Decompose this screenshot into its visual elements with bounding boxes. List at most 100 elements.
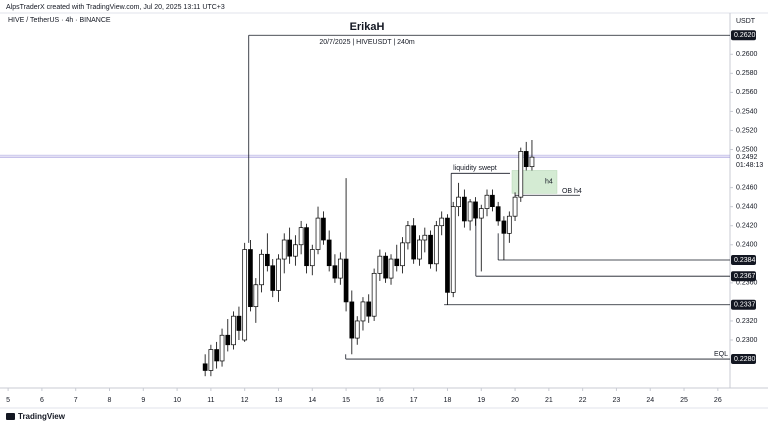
level-label-box <box>731 30 756 41</box>
logo: TradingView <box>6 412 66 421</box>
y-tick-label: 0.2300 <box>736 337 758 344</box>
y-tick-label: 0.2420 <box>736 223 758 230</box>
candle-body <box>371 272 377 317</box>
candle-body <box>253 284 259 308</box>
ob-box-label: h4 <box>545 179 553 186</box>
candle-body <box>354 320 360 339</box>
x-tick-label: 9 <box>141 397 145 404</box>
candle-body <box>343 258 349 303</box>
candle-body <box>304 227 309 267</box>
chart-subtitle: 20/7/2025 | HIVEUSDT | 240m <box>319 39 415 46</box>
candle-body <box>337 258 343 279</box>
x-tick-label: 16 <box>376 397 384 404</box>
creator: AlpsTraderX created with TradingView.com… <box>6 4 225 11</box>
y-tick-label: 0.2360 <box>736 280 758 287</box>
candle-body <box>456 196 461 208</box>
x-tick-label: 20 <box>511 397 519 404</box>
y-tick-label: 0.2600 <box>736 51 758 58</box>
candle-body <box>326 239 332 267</box>
logo-icon <box>6 413 15 420</box>
x-tick-label: 18 <box>444 397 452 404</box>
candle-body <box>225 334 231 346</box>
candle-body <box>523 151 529 168</box>
candle-body <box>349 301 355 339</box>
candle-body <box>473 201 478 219</box>
candle-body <box>219 334 225 362</box>
y-tick-label: 0.2560 <box>736 89 758 96</box>
level-label: 0.2337 <box>734 302 756 309</box>
x-tick-label: 11 <box>207 397 214 404</box>
x-tick-label: 5 <box>6 397 10 404</box>
candle-body <box>214 349 219 362</box>
x-tick-label: 13 <box>275 397 283 404</box>
level-label: 0.2280 <box>734 356 756 363</box>
level-label-box <box>731 299 756 310</box>
candle-body <box>298 227 304 246</box>
ob-box <box>511 170 558 194</box>
x-tick-label: 15 <box>342 397 350 404</box>
x-tick-label: 21 <box>545 397 553 404</box>
candle-body <box>377 255 383 274</box>
candle-body <box>332 265 338 279</box>
level-text: EQL <box>714 351 728 358</box>
level-label-box <box>731 354 756 365</box>
x-tick-label: 12 <box>241 397 249 404</box>
y-unit: USDT <box>736 18 756 25</box>
x-tick-label: 17 <box>410 397 418 404</box>
candle-body <box>321 217 326 241</box>
x-tick-label: 25 <box>680 397 688 404</box>
candle-body <box>417 239 422 260</box>
candle-body <box>484 194 490 209</box>
y-tick-label: 0.2520 <box>736 127 758 134</box>
last-price-label: 0.2492 <box>736 154 758 161</box>
candle-body <box>400 242 405 267</box>
candle-body <box>293 244 298 257</box>
candle-body <box>276 258 281 291</box>
candle-body <box>450 206 456 293</box>
level-label-box <box>731 255 756 265</box>
candle-body <box>315 217 321 250</box>
x-tick-label: 8 <box>108 397 112 404</box>
x-tick-label: 10 <box>173 397 181 404</box>
candle-body <box>208 349 214 371</box>
candle-body <box>394 258 400 267</box>
candle-body <box>495 206 501 222</box>
candle-body <box>433 225 439 265</box>
candle-body <box>202 363 208 371</box>
legend: HIVE / TetherUS · 4h · BINANCE <box>8 17 111 24</box>
candle-body <box>242 249 248 341</box>
candle-body <box>236 315 242 331</box>
candle-body <box>462 196 467 222</box>
ob-line-label: OB h4 <box>562 188 582 195</box>
candle-body <box>439 217 445 227</box>
candle-body <box>383 255 388 279</box>
candle-body <box>264 253 270 267</box>
y-tick-label: 0.2500 <box>736 146 758 153</box>
candle-body <box>478 208 484 219</box>
candle-body <box>366 301 372 317</box>
candle-body <box>287 239 292 257</box>
candle-body <box>490 194 495 208</box>
candle-body <box>506 215 512 234</box>
candle-body <box>501 220 507 234</box>
chart-title: ErikaH <box>350 21 385 33</box>
x-tick-label: 14 <box>308 397 316 404</box>
y-tick-label: 0.2540 <box>736 108 758 115</box>
candle-body <box>309 249 315 267</box>
candle-body <box>388 258 394 279</box>
countdown: 01:48:13 <box>736 162 763 169</box>
x-tick-label: 19 <box>477 397 485 404</box>
candle-body <box>529 156 535 168</box>
candle-body <box>428 234 433 265</box>
candle-body <box>259 253 264 286</box>
x-tick-label: 23 <box>613 397 621 404</box>
candle-body <box>445 217 450 293</box>
x-tick-label: 7 <box>74 397 78 404</box>
candle-body <box>467 201 473 222</box>
x-tick-label: 6 <box>40 397 44 404</box>
y-tick-label: 0.2320 <box>736 318 758 325</box>
candle-body <box>405 225 411 244</box>
liquidity-label: liquidity swept <box>453 165 497 172</box>
